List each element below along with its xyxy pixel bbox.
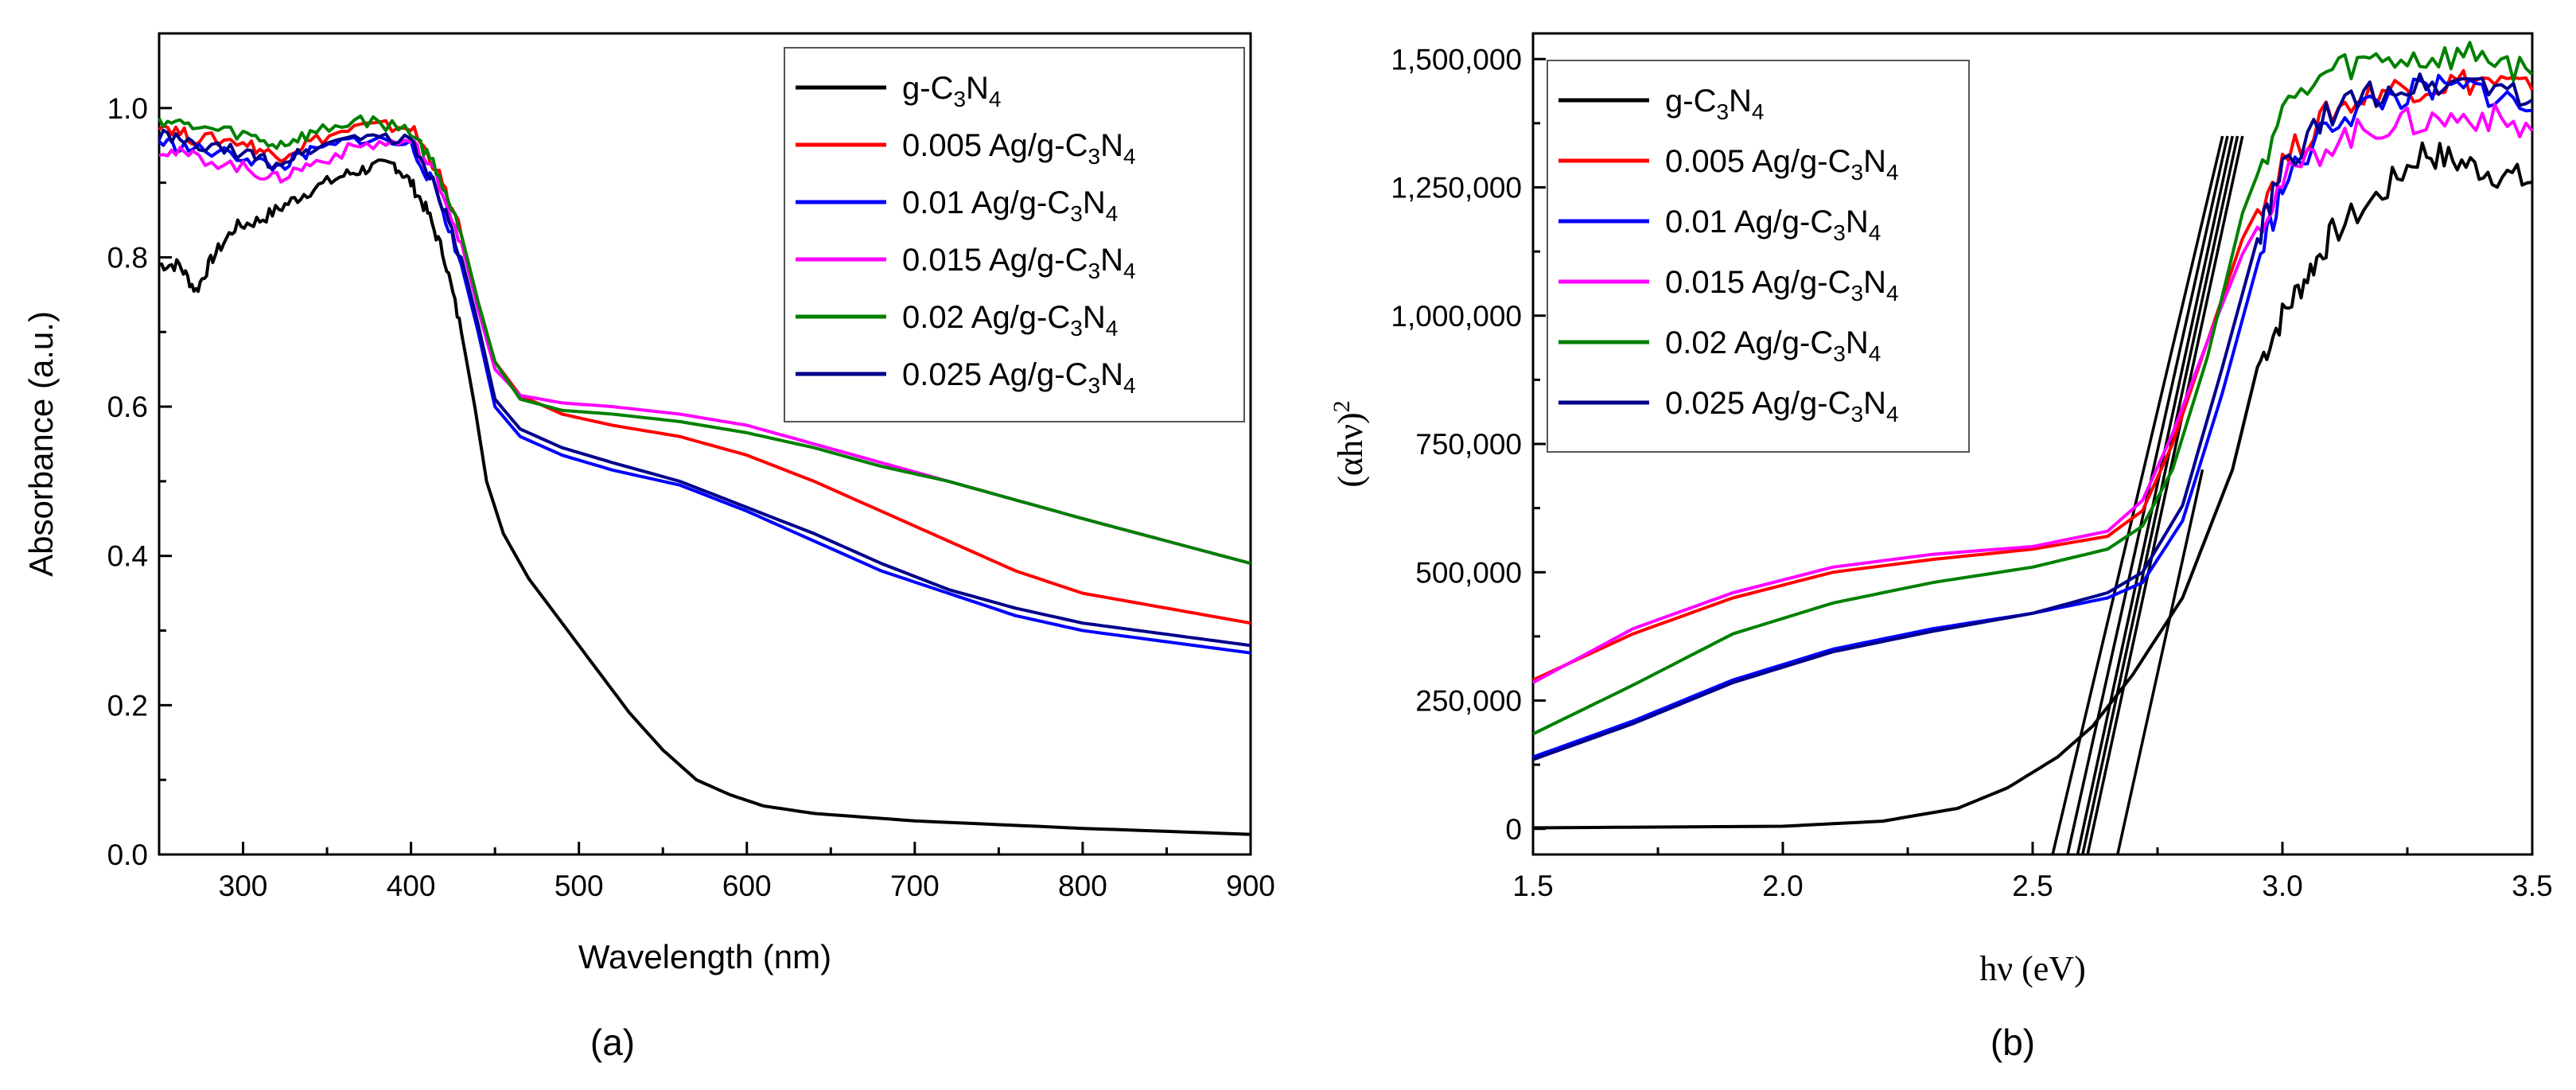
series-line-b-5 (1532, 72, 2533, 761)
y-tick-label-b: 500,000 (1415, 556, 1522, 589)
x-tick-label-b: 1.5 (1512, 870, 1553, 902)
x-tick-label-a: 900 (1226, 870, 1275, 902)
x-axis-title-b: hν (eV) (1979, 949, 2086, 988)
legend-label-a: 0.005 Ag/g-C3N4 (902, 128, 1136, 169)
y-tick-label-b: 1,250,000 (1391, 172, 1522, 204)
y-tick-label-b: 750,000 (1415, 428, 1522, 461)
series-line-a-5 (158, 128, 1251, 648)
y-tick-label-b: 0 (1505, 813, 1522, 846)
y-tick-label-a: 0.8 (107, 241, 148, 274)
y-axis-title-b: (αhν)2 (1329, 400, 1370, 487)
x-tick-label-a: 600 (722, 870, 772, 902)
series-line-a-0 (158, 158, 1251, 836)
legend-label-b: 0.025 Ag/g-C3N4 (1665, 386, 1899, 426)
legend-label-a: 0.01 Ag/g-C3N4 (902, 185, 1118, 226)
x-tick-label-b: 2.0 (1762, 870, 1803, 902)
series-group-b (1532, 41, 2534, 830)
x-tick-label-a: 800 (1058, 870, 1107, 902)
ticks-b: 1.5 2.0 2.5 3.0 3.5 0 250,000 500,000 750,000 1,0… (1391, 43, 2552, 902)
series-line-b-4 (1532, 41, 2534, 736)
series-group-a (158, 114, 1251, 836)
x-tick-label-b: 3.0 (2262, 870, 2302, 902)
legend-label-b: 0.015 Ag/g-C3N4 (1665, 265, 1899, 306)
y-axis-title-a: Absorbance (a.u.) (22, 311, 60, 577)
legend-box-b (1547, 60, 1970, 453)
legend-label-b: g-C3N4 (1665, 84, 1765, 124)
legend-label-b: 0.01 Ag/g-C3N4 (1665, 204, 1881, 245)
chart-panel-b: 1.5 2.0 2.5 3.0 3.5 0 250,000 500,000 750,000 1,0… (1329, 32, 2553, 1063)
y-tick-label-a: 0.0 (107, 839, 148, 871)
x-tick-label-a: 300 (219, 870, 268, 902)
legend-a: g-C3N4 0.005 Ag/g-C3N4 0.01 Ag/g-C3N4 0.015… (784, 47, 1245, 422)
tangent-line (2066, 135, 2229, 855)
legend-label-b: 0.02 Ag/g-C3N4 (1665, 325, 1881, 366)
series-line-b-1 (1532, 68, 2534, 682)
x-tick-label-a: 500 (555, 870, 604, 902)
y-tick-label-a: 0.6 (107, 391, 148, 423)
x-axis-title-a: Wavelength (nm) (578, 938, 831, 975)
series-line-b-2 (1532, 73, 2533, 759)
tangent-line (2116, 469, 2204, 855)
y-tick-label-a: 0.4 (107, 540, 148, 573)
series-line-b-3 (1532, 103, 2534, 684)
y-tick-label-b: 1,500,000 (1391, 43, 1522, 76)
series-line-b-0 (1532, 141, 2533, 830)
legend-label-b: 0.005 Ag/g-C3N4 (1665, 144, 1899, 185)
legend-label-a: 0.02 Ag/g-C3N4 (902, 300, 1118, 341)
tangent-lines-b (2051, 135, 2244, 855)
x-tick-label-a: 400 (387, 870, 436, 902)
x-tick-label-b: 3.5 (2512, 870, 2552, 902)
tangent-line (2086, 135, 2244, 855)
legend-b: g-C3N4 0.005 Ag/g-C3N4 0.01 Ag/g-C3N4 0.015… (1547, 60, 1970, 453)
panel-label-a: (a) (590, 1022, 635, 1063)
tangent-line (2076, 135, 2234, 855)
legend-box-a (784, 47, 1245, 422)
legend-label-a: 0.025 Ag/g-C3N4 (902, 357, 1136, 398)
x-tick-label-b: 2.5 (2012, 870, 2053, 902)
y-tick-label-a: 1.0 (107, 92, 148, 125)
legend-label-a: g-C3N4 (902, 71, 1002, 111)
y-axis-title-b-sup: 2 (1329, 400, 1355, 412)
y-tick-label-b: 250,000 (1415, 685, 1522, 718)
y-tick-label-b: 1,000,000 (1391, 300, 1522, 333)
plot-frame-a (158, 32, 1252, 856)
chart-panel-a: 300 400 500 600 700 800 9000.00.20.40.60.81.0 … (22, 32, 1275, 1063)
x-tick-label-a: 700 (890, 870, 940, 902)
y-axis-title-b-base: (αhν) (1331, 412, 1370, 487)
y-tick-label-a: 0.2 (107, 689, 148, 722)
ticks-a: 300 400 500 600 700 800 900 0.0 0.2 0.4 0.6 0.8 1.0 (107, 92, 1275, 902)
legend-label-a: 0.015 Ag/g-C3N4 (902, 243, 1136, 283)
series-line-a-4 (158, 114, 1251, 566)
panel-label-b: (b) (1990, 1022, 2035, 1063)
